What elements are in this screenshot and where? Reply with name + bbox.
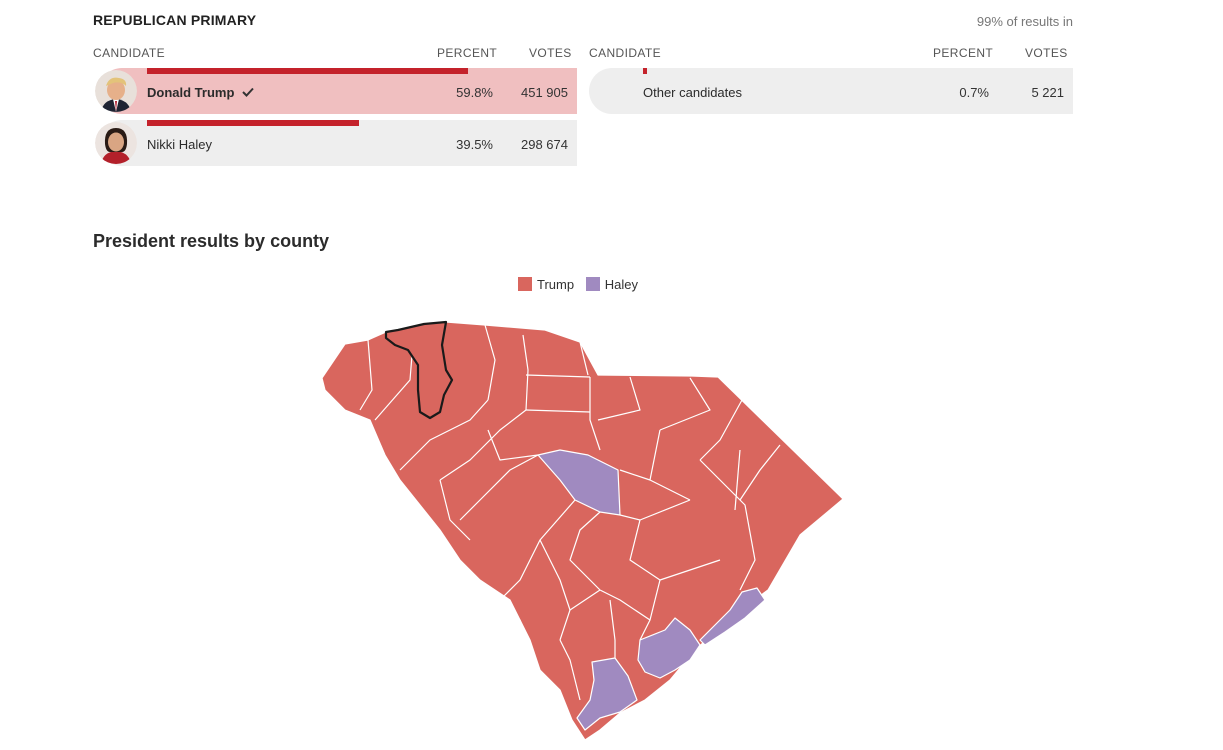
legend-swatch [585, 277, 600, 291]
county-line [499, 599, 541, 671]
candidate-row-trump[interactable]: Donald Trump 59.8% 451 905 [93, 68, 577, 114]
county-line [525, 374, 591, 378]
county-line [439, 479, 471, 541]
county-line [609, 599, 616, 658]
col-votes-right: VOTES [1025, 46, 1068, 60]
candidate-row-haley[interactable]: Nikki Haley 39.5% 298 674 [93, 120, 577, 166]
row-background [99, 120, 577, 166]
county-line [439, 409, 527, 481]
race-title: REPUBLICAN PRIMARY [93, 12, 257, 28]
county-line [459, 454, 539, 521]
county-line [619, 469, 651, 481]
candidate-percent: 39.5% [456, 137, 493, 152]
county-line [739, 444, 781, 501]
candidate-name: Other candidates [643, 85, 743, 100]
county-line [579, 341, 589, 376]
col-candidate: CANDIDATE [93, 46, 166, 60]
winner-check-icon [242, 85, 255, 100]
row-background [589, 68, 1073, 114]
candidate-votes: 298 674 [521, 137, 568, 152]
vote-share-bar [147, 68, 468, 74]
county-line [599, 589, 651, 621]
results-reported: 99% of results in [976, 14, 1073, 29]
candidate-votes: 5 221 [1031, 85, 1064, 100]
vote-share-bar [147, 120, 359, 126]
county-line [525, 409, 591, 413]
county-line [597, 376, 641, 421]
map-legend: Trump Haley [518, 277, 646, 292]
county-line [522, 334, 529, 411]
legend-item-trump: Trump [518, 277, 574, 292]
map-title: President results by county [93, 231, 330, 251]
county-beaufort[interactable] [576, 657, 638, 731]
state-shape [321, 321, 844, 741]
county-line [559, 639, 581, 701]
county-line [499, 499, 576, 601]
county-line [734, 449, 741, 511]
legend-swatch [518, 277, 532, 291]
county-line [589, 377, 601, 451]
candidate-name: Donald Trump [147, 85, 235, 100]
county-line [659, 377, 711, 431]
candidate-name: Nikki Haley [147, 137, 213, 152]
county-line [374, 354, 413, 421]
county-charleston[interactable] [637, 617, 701, 679]
county-georgetown-coast[interactable] [699, 587, 766, 646]
county-line [484, 324, 496, 401]
county-line [399, 399, 489, 471]
candidate-avatar [95, 122, 137, 164]
county-line [487, 429, 539, 461]
county-line [629, 519, 721, 581]
highlighted-county-outline[interactable] [384, 320, 454, 420]
county-line [359, 339, 373, 411]
candidate-percent: 59.8% [456, 85, 493, 100]
legend-label: Haley [604, 277, 638, 292]
vote-share-bar [643, 68, 647, 74]
candidate-votes: 451 905 [521, 85, 568, 100]
legend-item-haley: Haley [585, 277, 638, 292]
county-line [539, 539, 571, 611]
county-line [699, 459, 756, 591]
row-background [99, 68, 577, 114]
candidate-row-other[interactable]: Other candidates 0.7% 5 221 [589, 68, 1073, 114]
legend-label: Trump [537, 277, 575, 292]
col-candidate-right: CANDIDATE [589, 46, 662, 60]
col-votes: VOTES [529, 46, 572, 60]
col-percent: PERCENT [437, 46, 498, 60]
col-percent-right: PERCENT [933, 46, 994, 60]
candidate-avatar [95, 70, 137, 112]
county-line [569, 511, 601, 591]
candidate-percent: 0.7% [959, 85, 989, 100]
county-line [699, 399, 743, 461]
